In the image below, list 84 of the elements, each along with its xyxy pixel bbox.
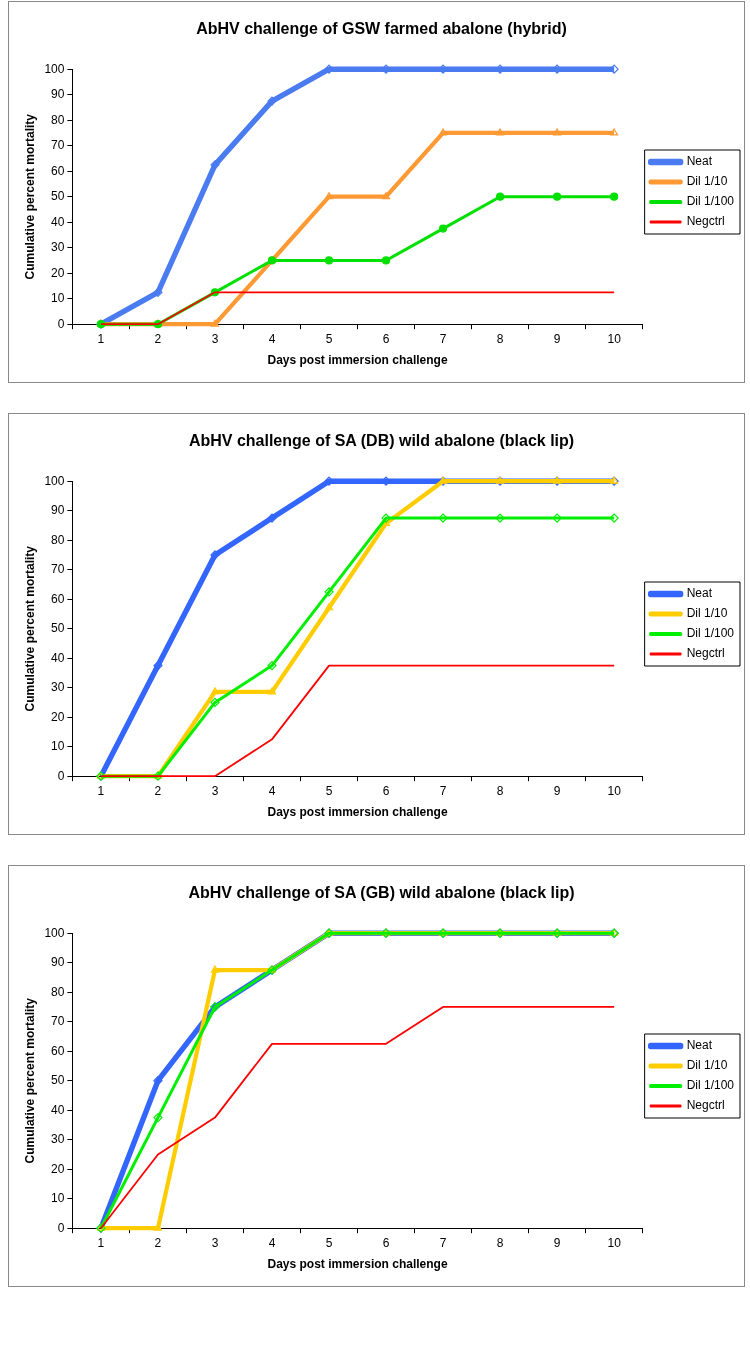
x-tick-label: 4 <box>268 331 276 346</box>
x-tick-label: 7 <box>439 783 447 798</box>
y-tick-label: 90 <box>51 955 65 970</box>
x-tick-label: 2 <box>154 1235 162 1250</box>
y-tick-label: 80 <box>51 112 65 127</box>
y-tick-label: 40 <box>51 1102 65 1117</box>
x-tick-label: 1 <box>97 783 105 798</box>
x-tick-label: 2 <box>154 331 162 346</box>
y-axis-title: Cumulative percent mortality <box>22 113 37 280</box>
x-axis-title: Days post immersion challenge <box>267 353 448 368</box>
x-tick-label: 4 <box>268 783 276 798</box>
legend-label: Negctrl <box>686 1098 725 1113</box>
y-tick-label: 50 <box>51 189 65 204</box>
y-tick-label: 70 <box>51 1014 65 1029</box>
chart-title: AbHV challenge of SA (GB) wild abalone (black lip) <box>188 884 575 902</box>
y-tick-label: 40 <box>51 650 65 665</box>
x-tick-label: 6 <box>382 783 390 798</box>
y-tick-label: 80 <box>51 532 65 547</box>
y-tick-label: 50 <box>51 621 65 636</box>
x-tick-label: 10 <box>607 1235 622 1250</box>
legend-label: Dil 1/10 <box>686 174 728 189</box>
legend-label: Neat <box>686 1038 713 1053</box>
legend-label: Dil 1/10 <box>686 606 728 621</box>
x-tick-label: 1 <box>97 331 105 346</box>
x-tick-label: 5 <box>325 783 333 798</box>
legend-label: Neat <box>686 586 713 601</box>
y-tick-label: 60 <box>51 163 65 178</box>
y-axis-title: Cumulative percent mortality <box>22 545 37 712</box>
x-tick-label: 4 <box>268 1235 276 1250</box>
y-tick-label: 60 <box>51 591 65 606</box>
y-tick-label: 90 <box>51 503 65 518</box>
x-tick-label: 10 <box>607 331 622 346</box>
x-tick-label: 6 <box>382 1235 390 1250</box>
legend-label: Dil 1/100 <box>686 626 735 641</box>
chart-title: AbHV challenge of GSW farmed abalone (hybrid) <box>196 20 567 38</box>
y-tick-label: 0 <box>57 316 65 331</box>
x-tick-label: 5 <box>325 331 333 346</box>
y-tick-label: 10 <box>51 739 65 754</box>
y-tick-label: 80 <box>51 984 65 999</box>
y-tick-label: 10 <box>51 291 65 306</box>
y-tick-label: 40 <box>51 214 65 229</box>
legend-label: Neat <box>686 154 713 169</box>
x-tick-label: 9 <box>553 783 561 798</box>
x-tick-label: 6 <box>382 331 390 346</box>
y-tick-label: 60 <box>51 1043 65 1058</box>
x-tick-label: 1 <box>97 1235 105 1250</box>
y-tick-label: 70 <box>51 562 65 577</box>
y-tick-label: 20 <box>51 709 65 724</box>
x-tick-label: 10 <box>607 783 622 798</box>
y-axis-title: Cumulative percent mortality <box>22 997 37 1164</box>
y-tick-label: 30 <box>51 1132 65 1147</box>
y-tick-label: 20 <box>51 265 65 280</box>
y-tick-label: 10 <box>51 1191 65 1206</box>
x-tick-label: 2 <box>154 783 162 798</box>
x-tick-label: 9 <box>553 331 561 346</box>
x-tick-label: 8 <box>496 783 504 798</box>
legend-label: Dil 1/100 <box>686 1078 735 1093</box>
x-tick-label: 8 <box>496 1235 504 1250</box>
y-tick-label: 30 <box>51 240 65 255</box>
legend-label: Dil 1/100 <box>686 194 735 209</box>
legend-label: Negctrl <box>686 646 725 661</box>
y-tick-label: 0 <box>57 768 65 783</box>
y-tick-label: 0 <box>57 1220 65 1235</box>
legend-label: Negctrl <box>686 214 725 229</box>
x-tick-label: 9 <box>553 1235 561 1250</box>
y-tick-label: 100 <box>44 925 65 940</box>
x-tick-label: 7 <box>439 331 447 346</box>
y-tick-label: 100 <box>44 473 65 488</box>
x-tick-label: 3 <box>211 1235 219 1250</box>
x-axis-title: Days post immersion challenge <box>267 1257 448 1272</box>
y-tick-label: 30 <box>51 680 65 695</box>
x-tick-label: 3 <box>211 331 219 346</box>
legend-label: Dil 1/10 <box>686 1058 728 1073</box>
y-tick-label: 20 <box>51 1161 65 1176</box>
chart-title: AbHV challenge of SA (DB) wild abalone (black lip) <box>188 432 575 450</box>
y-tick-label: 70 <box>51 138 65 153</box>
y-tick-label: 100 <box>44 61 65 76</box>
y-tick-label: 90 <box>51 87 65 102</box>
x-axis-title: Days post immersion challenge <box>267 805 448 820</box>
y-tick-label: 50 <box>51 1073 65 1088</box>
x-tick-label: 8 <box>496 331 504 346</box>
x-tick-label: 7 <box>439 1235 447 1250</box>
x-tick-label: 3 <box>211 783 219 798</box>
x-tick-label: 5 <box>325 1235 333 1250</box>
